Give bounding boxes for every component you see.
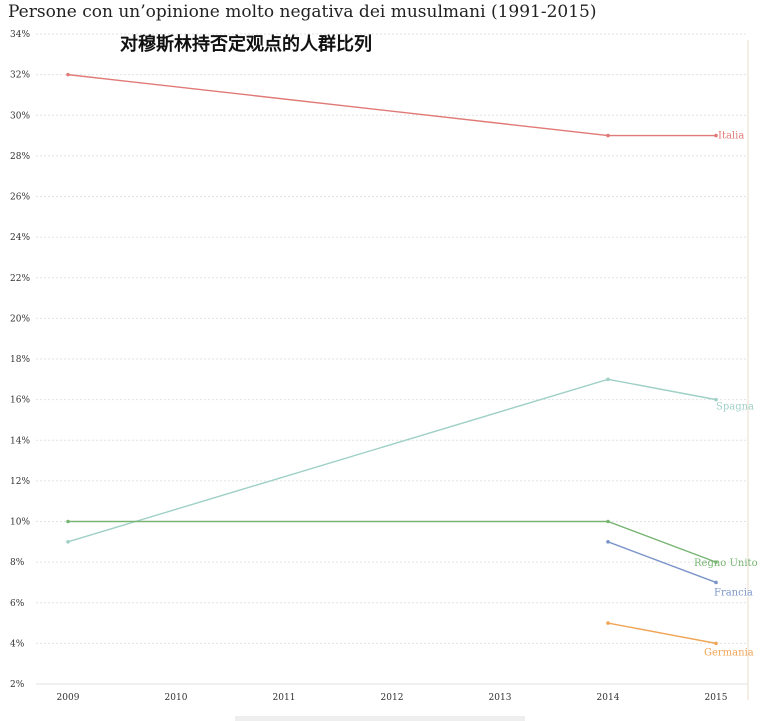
series-label-italia: Italia — [718, 131, 744, 142]
gridlines — [36, 33, 749, 700]
y-tick-label: 8% — [10, 558, 25, 568]
data-point — [606, 519, 610, 524]
y-tick-label: 28% — [10, 152, 30, 162]
y-tick-label: 32% — [10, 71, 30, 81]
data-point — [66, 540, 70, 544]
series-label-regno-unito: Regno Unito — [694, 558, 758, 569]
series-line-francia — [607, 541, 717, 584]
y-tick-label: 20% — [10, 314, 30, 324]
x-tick-label: 2010 — [165, 693, 188, 703]
x-tick-label: 2009 — [57, 693, 80, 703]
data-point — [66, 519, 70, 524]
series-label-spagna: Spagna — [716, 402, 754, 413]
x-tick-label: 2015 — [705, 693, 728, 703]
x-axis-ticks: 2009 2010 2011 2012 2013 2014 2015 — [57, 693, 728, 703]
y-tick-label: 10% — [10, 518, 30, 528]
y-tick-label: 12% — [10, 477, 30, 487]
data-point — [66, 72, 70, 77]
x-tick-label: 2011 — [273, 693, 296, 703]
y-tick-label: 24% — [10, 233, 30, 243]
data-point — [714, 133, 718, 138]
series-line-spagna — [67, 378, 717, 543]
y-tick-label: 34% — [10, 30, 30, 40]
series-line-germania — [607, 622, 717, 645]
series-label-francia: Francia — [714, 587, 753, 598]
x-tick-label: 2012 — [381, 693, 404, 703]
y-axis-ticks: 2% 4% 6% 8% 10% 12% 14% 16% 18% 20% 22% 24% 26% 28% 30… — [10, 30, 30, 690]
series-labels: Italia Spagna Regno Unito Francia Germania — [694, 131, 758, 659]
y-tick-label: 4% — [10, 639, 25, 649]
y-tick-label: 18% — [10, 355, 30, 365]
chart-title: Persone con un’opinione molto negativa d… — [8, 2, 597, 22]
series-label-germania: Germania — [704, 647, 754, 658]
series-lines — [66, 72, 718, 646]
y-tick-label: 16% — [10, 396, 30, 406]
data-point — [714, 560, 718, 564]
scrollbar[interactable] — [235, 716, 525, 721]
series-line-italia — [67, 73, 716, 137]
data-point — [606, 621, 610, 625]
x-tick-label: 2014 — [597, 693, 620, 703]
data-point — [606, 377, 610, 382]
y-tick-label: 14% — [10, 436, 30, 446]
x-tick-label: 2013 — [489, 693, 512, 703]
chart-subtitle: 对穆斯林持否定观点的人群比列 — [120, 34, 372, 55]
data-point — [714, 397, 718, 402]
y-tick-label: 22% — [10, 274, 30, 284]
data-point — [714, 580, 718, 585]
data-point — [606, 540, 610, 544]
data-point — [714, 641, 718, 646]
y-tick-label: 26% — [10, 193, 30, 203]
y-tick-label: 2% — [10, 680, 25, 690]
series-line-regno-unito — [68, 520, 717, 563]
y-tick-label: 30% — [10, 111, 30, 121]
data-point — [606, 133, 610, 138]
y-tick-label: 6% — [10, 599, 25, 609]
